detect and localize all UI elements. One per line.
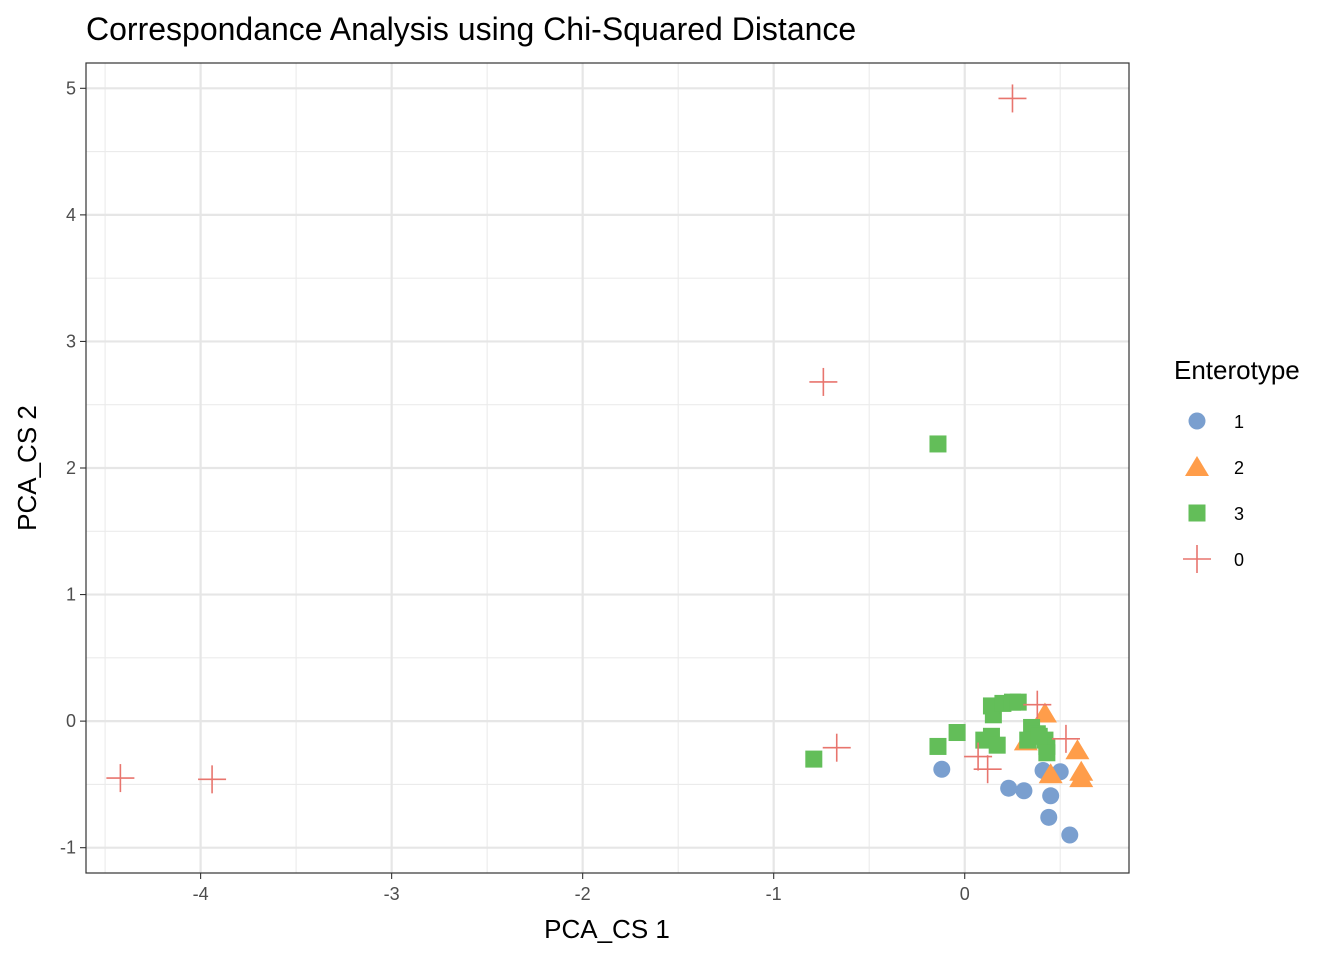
data-point-series-1 [933,760,951,778]
x-tick-label: -3 [384,884,400,904]
data-point-series-1 [1000,779,1018,797]
data-point-series-3 [1009,693,1027,711]
data-point-series-3 [1030,727,1048,745]
legend-label-2: 2 [1234,458,1244,478]
legend-key-1 [1188,412,1206,430]
data-point-series-2 [1065,739,1090,760]
data-point-series-2 [1069,767,1094,788]
data-point-series-2 [1032,702,1057,723]
x-tick-label: -2 [575,884,591,904]
data-point-series-3 [929,435,947,453]
data-point-series-1 [1015,782,1033,800]
data-point-series-1 [1040,808,1058,826]
x-tick-label: -1 [766,884,782,904]
data-point-series-0 [1023,690,1052,719]
y-tick-label: 2 [66,458,76,478]
data-point-series-2 [1038,763,1063,784]
y-tick-label: 5 [66,78,76,98]
data-points [106,84,1094,844]
data-point-series-1 [1061,826,1079,844]
legend-key-2 [1185,456,1209,476]
y-tick-label: 3 [66,331,76,351]
y-tick-label: 4 [66,205,76,225]
data-point-series-1 [1042,787,1060,805]
data-point-series-3 [948,724,966,742]
data-point-series-0 [809,367,838,396]
chart-title: Correspondance Analysis using Chi-Square… [86,11,856,47]
data-point-series-0 [998,84,1027,113]
legend-label-1: 1 [1234,412,1244,432]
y-tick-label: 1 [66,585,76,605]
legend-key-3 [1188,504,1206,522]
data-point-series-3 [805,750,823,768]
data-point-series-0 [106,764,135,793]
grid-major [86,63,1129,873]
legend-key-0 [1183,545,1211,573]
data-point-series-3 [929,737,947,755]
legend: Enterotype 1 2 3 0 [1174,355,1300,573]
data-point-series-3 [1038,744,1056,762]
x-tick-label: -4 [193,884,209,904]
legend-label-3: 3 [1234,504,1244,524]
data-point-series-0 [973,755,1002,784]
data-point-series-0 [198,765,227,794]
legend-label-0: 0 [1234,550,1244,570]
data-point-series-0 [1051,724,1080,753]
y-axis-title: PCA_CS 2 [12,405,42,531]
legend-title: Enterotype [1174,355,1300,385]
y-tick-label: 0 [66,711,76,731]
data-point-series-3 [988,736,1006,754]
x-tick-label: 0 [960,884,970,904]
x-axis-title: PCA_CS 1 [544,914,670,944]
data-point-series-0 [822,733,851,762]
x-axis-ticks: -4 -3 -2 -1 0 [193,873,970,904]
y-tick-label: -1 [60,838,76,858]
y-axis-ticks: -1 0 1 2 3 4 5 [60,78,86,858]
